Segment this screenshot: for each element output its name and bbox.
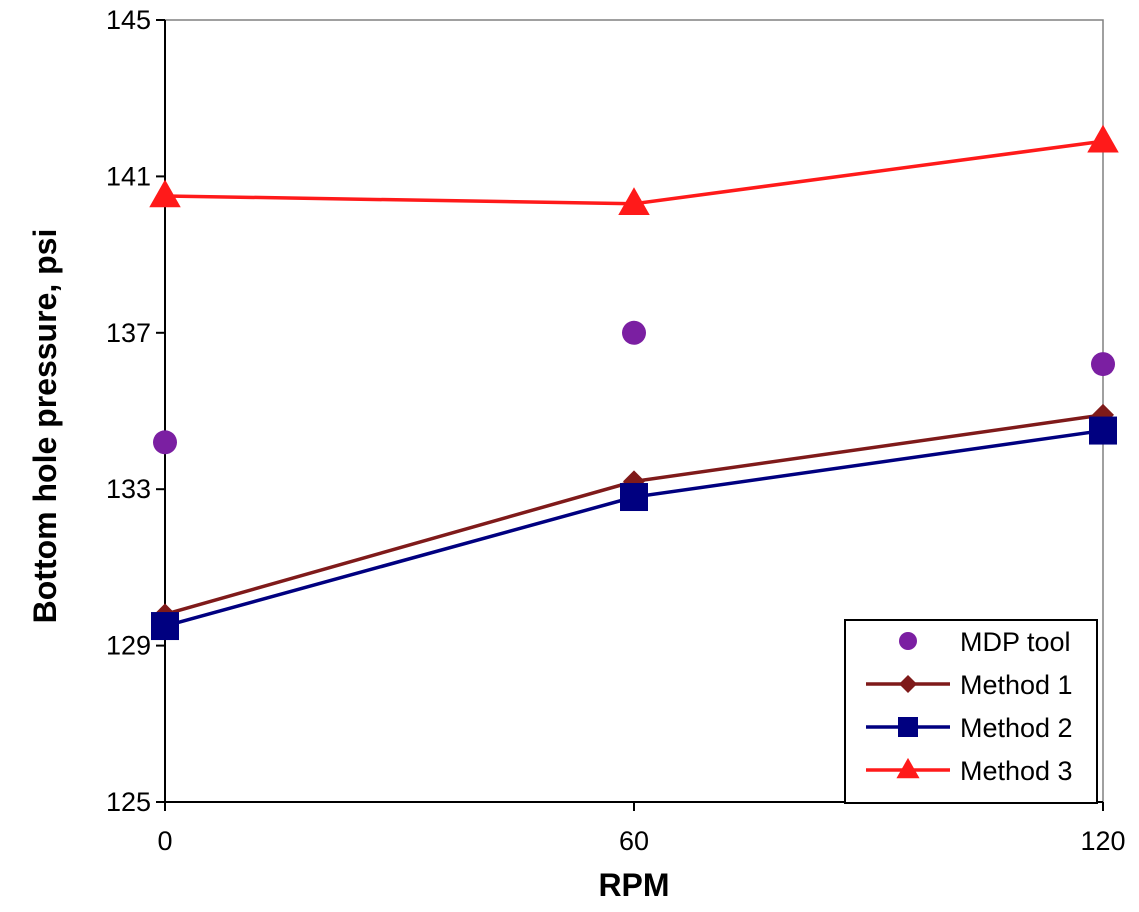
- y-tick-label: 125: [106, 787, 151, 817]
- legend-label: Method 1: [960, 670, 1073, 700]
- x-tick-label: 120: [1080, 826, 1125, 856]
- y-tick-label: 129: [106, 631, 151, 661]
- legend-entry: Method 3: [866, 756, 1073, 786]
- legend-marker: [899, 675, 917, 693]
- series-method-3: [149, 124, 1119, 216]
- x-tick-label: 60: [619, 826, 649, 856]
- legend-entry: Method 1: [866, 670, 1073, 700]
- legend: MDP tool Method 1 Method 2 Method 3: [844, 619, 1098, 804]
- series-layer: [149, 124, 1119, 641]
- series-mdp-tool: [153, 320, 1115, 455]
- legend-marker: [896, 757, 920, 779]
- legend-entry: Method 2: [866, 713, 1073, 743]
- y-axis-ticks: 125 129 133 137 141 145: [106, 5, 165, 817]
- y-tick-label: 141: [106, 161, 151, 191]
- x-axis-ticks: 0 60 120: [157, 802, 1126, 856]
- data-point: [1087, 124, 1119, 153]
- series-method-2: [151, 416, 1117, 641]
- y-tick-label: 133: [106, 474, 151, 504]
- legend-label: MDP tool: [960, 627, 1071, 657]
- data-point: [622, 320, 646, 345]
- y-tick-label: 137: [106, 318, 151, 348]
- legend-label: Method 2: [960, 713, 1073, 743]
- legend-box: [844, 619, 1098, 804]
- x-axis-title: RPM: [598, 867, 669, 903]
- legend-marker: [898, 717, 918, 737]
- data-point: [149, 179, 181, 208]
- legend-entry: MDP tool: [899, 627, 1071, 657]
- legend-marker: [899, 632, 917, 650]
- data-point: [1091, 352, 1115, 377]
- data-point: [1089, 416, 1117, 445]
- data-point: [620, 483, 648, 512]
- legend-label: Method 3: [960, 756, 1073, 786]
- data-point: [153, 430, 177, 455]
- y-axis-title: Bottom hole pressure, psi: [27, 229, 63, 624]
- y-tick-label: 145: [106, 5, 151, 35]
- data-point: [618, 187, 650, 216]
- data-point: [151, 612, 179, 641]
- x-tick-label: 0: [157, 826, 172, 856]
